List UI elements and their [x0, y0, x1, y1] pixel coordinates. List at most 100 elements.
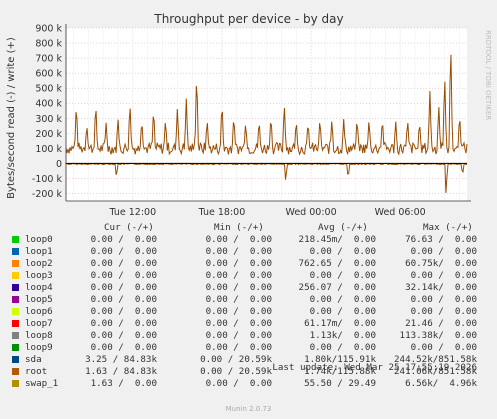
- cur-value: 0.00 / 0.00: [90, 330, 157, 341]
- y-tick-label: -100 k: [32, 174, 63, 185]
- max-value: 113.38k/ 0.00: [399, 330, 477, 341]
- write-series-line: [65, 54, 468, 156]
- device-name: loop3: [25, 270, 53, 281]
- cur-value: 1.63 / 0.00: [90, 378, 157, 389]
- munin-version: Munin 2.0.73: [225, 405, 272, 413]
- y-axis-label: Bytes/second read (-) / write (+): [6, 37, 17, 199]
- device-name: loop4: [25, 282, 53, 293]
- avg-value: 0.00 / 0.00: [309, 246, 376, 257]
- header-max: Max (-/+): [423, 222, 473, 233]
- device-name: loop0: [25, 234, 53, 245]
- cur-value: 0.00 / 0.00: [90, 342, 157, 353]
- avg-value: 762.65 / 0.00: [298, 258, 376, 269]
- avg-value: 0.00 / 0.00: [309, 294, 376, 305]
- legend-row-root: root 1.63 / 84.83k 0.00 / 20.59k 1.74k/115.…: [0, 366, 497, 378]
- min-value: 0.00 / 20.59k: [200, 354, 272, 365]
- legend-row-loop3: loop3 0.00 / 0.00 0.00 / 0.00 0.00 / 0.00 0.…: [0, 270, 497, 282]
- header-min: Min (-/+): [214, 222, 264, 233]
- avg-value: 256.07 / 0.00: [298, 282, 376, 293]
- last-update: Last update: Wed Mar 25 17:55:19 2026: [272, 362, 477, 373]
- min-value: 0.00 / 20.59k: [200, 366, 272, 377]
- device-name: root: [25, 366, 48, 377]
- min-value: 0.00 / 0.00: [205, 258, 272, 269]
- cur-value: 0.00 / 0.00: [90, 258, 157, 269]
- legend-swatch: [12, 332, 19, 339]
- avg-value: 1.80k/115.91k: [304, 354, 376, 365]
- y-tick-label: 600 k: [35, 69, 62, 80]
- max-value: 60.75k/ 0.00: [405, 258, 477, 269]
- x-tick-label: Wed 00:00: [286, 207, 337, 218]
- y-tick-label: 400 k: [35, 99, 62, 110]
- y-tick-label: 100 k: [35, 144, 62, 155]
- legend-swatch: [12, 248, 19, 255]
- legend-row-swap-1: swap_1 1.63 / 0.00 0.00 / 0.00 55.50 / 29.4…: [0, 378, 497, 390]
- x-tick-label: Wed 06:00: [375, 207, 426, 218]
- legend-row-loop0: loop0 0.00 / 0.00 0.00 / 0.00 218.45m/ 0.00…: [0, 234, 497, 246]
- avg-value: 55.50 / 29.49: [304, 378, 376, 389]
- legend-swatch: [12, 236, 19, 243]
- x-tick-label: Tue 18:00: [198, 207, 246, 218]
- max-value: 0.00 / 0.00: [410, 270, 477, 281]
- legend-swatch: [12, 284, 19, 291]
- max-value: 32.14k/ 0.00: [405, 282, 477, 293]
- cur-value: 0.00 / 0.00: [90, 270, 157, 281]
- cur-value: 0.00 / 0.00: [90, 234, 157, 245]
- legend-header: Cur (-/+) Min (-/+) Avg (-/+) Max (-/+): [0, 222, 497, 234]
- min-value: 0.00 / 0.00: [205, 234, 272, 245]
- device-name: loop7: [25, 318, 53, 329]
- max-value: 0.00 / 0.00: [410, 294, 477, 305]
- cur-value: 3.25 / 84.83k: [85, 354, 157, 365]
- y-tick-label: 200 k: [35, 129, 62, 140]
- device-name: loop1: [25, 246, 53, 257]
- min-value: 0.00 / 0.00: [205, 306, 272, 317]
- max-value: 21.46 / 0.00: [405, 318, 477, 329]
- avg-value: 218.45m/ 0.00: [298, 234, 376, 245]
- chart-title: Throughput per device - by day: [153, 12, 343, 26]
- min-value: 0.00 / 0.00: [205, 318, 272, 329]
- max-value: 241.06k/851.58k: [394, 366, 477, 377]
- legend-swatch: [12, 260, 19, 267]
- avg-value: 1.13k/ 0.00: [309, 330, 376, 341]
- y-tick-label: 700 k: [35, 54, 62, 65]
- min-value: 0.00 / 0.00: [205, 330, 272, 341]
- legend-swatch: [12, 356, 19, 363]
- cur-value: 0.00 / 0.00: [90, 318, 157, 329]
- legend-swatch: [12, 380, 19, 387]
- throughput-chart: Throughput per device - by day Bytes/sec…: [6, 12, 492, 218]
- min-value: 0.00 / 0.00: [205, 282, 272, 293]
- legend-swatch: [12, 308, 19, 315]
- legend-row-loop4: loop4 0.00 / 0.00 0.00 / 0.00 256.07 / 0.00…: [0, 282, 497, 294]
- header-avg: Avg (-/+): [318, 222, 368, 233]
- min-value: 0.00 / 0.00: [205, 270, 272, 281]
- device-name: sda: [25, 354, 42, 365]
- cur-value: 1.63 / 84.83k: [85, 366, 157, 377]
- y-tick-label: 0: [56, 159, 62, 170]
- avg-value: 0.00 / 0.00: [309, 270, 376, 281]
- legend-swatch: [12, 368, 19, 375]
- device-name: loop5: [25, 294, 53, 305]
- device-name: swap_1: [25, 378, 59, 389]
- legend-swatch: [12, 296, 19, 303]
- legend-row-loop7: loop7 0.00 / 0.00 0.00 / 0.00 61.17m/ 0.00 2…: [0, 318, 497, 330]
- avg-value: 61.17m/ 0.00: [304, 318, 376, 329]
- max-value: 244.52k/851.58k: [394, 354, 477, 365]
- y-tick-label: 800 k: [35, 39, 62, 50]
- legend-row-loop5: loop5 0.00 / 0.00 0.00 / 0.00 0.00 / 0.00 0.…: [0, 294, 497, 306]
- max-value: 76.63 / 0.00: [405, 234, 477, 245]
- legend-row-loop9: loop9 0.00 / 0.00 0.00 / 0.00 0.00 / 0.00 0.…: [0, 342, 497, 354]
- cur-value: 0.00 / 0.00: [90, 246, 157, 257]
- device-name: loop9: [25, 342, 53, 353]
- max-value: 0.00 / 0.00: [410, 342, 477, 353]
- min-value: 0.00 / 0.00: [205, 378, 272, 389]
- legend-swatch: [12, 320, 19, 327]
- y-tick-label: 900 k: [35, 24, 62, 35]
- max-value: 0.00 / 0.00: [410, 306, 477, 317]
- legend-row-sda: sda 3.25 / 84.83k 0.00 / 20.59k 1.80k/115.9…: [0, 354, 497, 366]
- avg-value: 0.00 / 0.00: [309, 306, 376, 317]
- y-tick-label: 500 k: [35, 84, 62, 95]
- avg-value: 1.74k/115.88k: [304, 366, 376, 377]
- x-tick-label: Tue 12:00: [109, 207, 157, 218]
- min-value: 0.00 / 0.00: [205, 246, 272, 257]
- legend-row-loop2: loop2 0.00 / 0.00 0.00 / 0.00 762.65 / 0.00…: [0, 258, 497, 270]
